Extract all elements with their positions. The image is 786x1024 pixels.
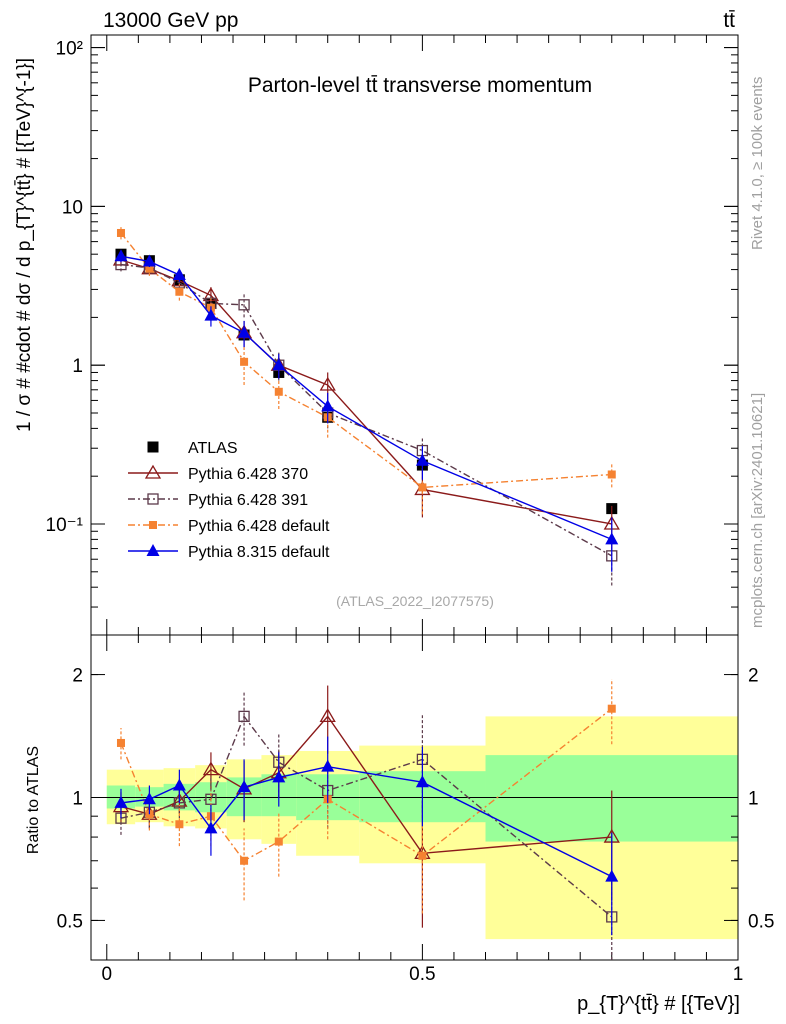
ratio-point-p8_default	[204, 821, 218, 834]
mcplots-credit-text: mcplots.cern.ch [arXiv:2401.10621]	[749, 393, 766, 628]
legend: ATLAS Pythia 6.428 370 Pythia 6.428 391 Pyt…	[128, 440, 330, 561]
ratio-point-p6_370	[319, 708, 336, 723]
x-axis-label: p_{T}^{tt̄} # [{TeV}]	[577, 993, 740, 1015]
ratio-point-p6_default	[418, 851, 427, 860]
ratio-point-p8_default	[172, 778, 186, 791]
main-axes: 10⁻¹ 1 10 10²	[46, 35, 739, 636]
legend-label-atlas: ATLAS	[188, 440, 238, 457]
main-point-p6_default	[607, 470, 616, 479]
ratio-y-tick-label-right: 2	[748, 666, 759, 687]
main-point-p6_default	[240, 357, 249, 366]
x-tick-label: 0	[101, 964, 112, 985]
main-point-p8_default	[605, 532, 619, 545]
ratio-y-tick-label: 2	[72, 666, 83, 687]
ratio-point-p6_default	[175, 820, 184, 829]
ratio-point-p6_default	[274, 837, 283, 846]
main-y-tick-label: 10²	[56, 39, 83, 60]
ratio-point-p8_default	[605, 869, 619, 882]
main-point-p8_default	[321, 399, 335, 412]
main-y-tick-label: 10⁻¹	[46, 515, 84, 536]
main-y-tick-label: 10	[62, 197, 83, 218]
ratio-point-p6_370	[202, 761, 220, 776]
legend-entry-p6_370: Pythia 6.428 370	[128, 464, 308, 483]
ratio-point-p8_default	[321, 759, 335, 772]
main-point-p8_default	[272, 358, 286, 371]
main-point-p6_default	[418, 483, 427, 492]
legend-marker-p8_default	[146, 544, 160, 556]
x-tick-label: 1	[733, 964, 744, 985]
ratio-point-p6_default	[240, 856, 249, 865]
main-point-p6_default	[274, 387, 283, 396]
ratio-point-p6_391	[238, 710, 250, 723]
legend-entry-p6_391: Pythia 6.428 391	[128, 492, 308, 509]
ratio-y-tick-label: 0.5	[57, 911, 83, 932]
main-series-p8_default	[114, 249, 619, 572]
main-point-p6_370	[319, 376, 336, 391]
ratio-y-tick-label-right: 1	[748, 789, 759, 810]
energy-label: 13000 GeV pp	[103, 9, 238, 32]
legend-marker-p6_370	[144, 464, 162, 479]
legend-entry-atlas: ATLAS	[147, 440, 238, 457]
legend-marker-atlas	[147, 441, 159, 453]
main-y-tick-label: 1	[72, 356, 83, 377]
legend-entry-p6_default: Pythia 6.428 default	[128, 518, 330, 535]
ratio-y-axis-label: Ratio to ATLAS	[25, 746, 42, 854]
main-point-p8_default	[172, 267, 186, 280]
ratio-series-p8_default	[114, 736, 619, 936]
legend-label-p6_default: Pythia 6.428 default	[188, 518, 330, 535]
main-point-p8_default	[114, 249, 128, 262]
ratio-line-p6_391	[120, 714, 613, 918]
legend-marker-p6_391	[147, 493, 159, 505]
legend-marker-p6_default	[149, 521, 157, 529]
legend-entry-p8_default: Pythia 8.315 default	[128, 544, 330, 561]
rivet-version-text: Rivet 4.1.0, ≥ 100k events	[749, 77, 766, 250]
ratio-y-tick-label-right: 0.5	[748, 911, 774, 932]
x-tick-label: 0.5	[409, 964, 435, 985]
main-point-p6_391	[238, 299, 250, 311]
ratio-point-p6_default	[116, 738, 125, 747]
ratio-point-p8_default	[237, 780, 251, 793]
ratio-y-tick-label: 1	[72, 789, 83, 810]
legend-label-p8_default: Pythia 8.315 default	[188, 544, 330, 561]
process-label: tt̄	[723, 9, 735, 32]
main-point-p8_default	[204, 308, 218, 321]
ratio-axes: 0.5 0.5 1 1 2 2 0 0.5 1	[57, 635, 774, 985]
main-series-layer	[112, 227, 620, 586]
main-point-p6_default	[116, 228, 125, 237]
ratio-point-p8_default	[114, 795, 128, 808]
legend-label-p6_370: Pythia 6.428 370	[188, 466, 308, 483]
ratio-point-p8_default	[142, 792, 156, 805]
main-y-axis-label: 1 / σ # #cdot # dσ / d p_{T}^{tt̄} # [{T…	[14, 58, 35, 432]
main-point-p6_default	[145, 264, 154, 273]
main-point-p8_default	[237, 325, 251, 338]
ratio-point-p8_default	[415, 775, 429, 788]
ratio-point-p6_default	[607, 704, 616, 713]
main-point-p8_default	[142, 254, 156, 267]
plot-title: Parton-level tt̄ transverse momentum	[248, 74, 592, 97]
main-point-p6_default	[175, 287, 184, 296]
ratio-point-p8_default	[272, 770, 286, 783]
legend-label-p6_391: Pythia 6.428 391	[188, 492, 308, 509]
ratio-series-layer	[112, 679, 620, 960]
main-point-p8_default	[415, 453, 429, 466]
analysis-watermark: (ATLAS_2022_I2077575)	[336, 593, 494, 609]
